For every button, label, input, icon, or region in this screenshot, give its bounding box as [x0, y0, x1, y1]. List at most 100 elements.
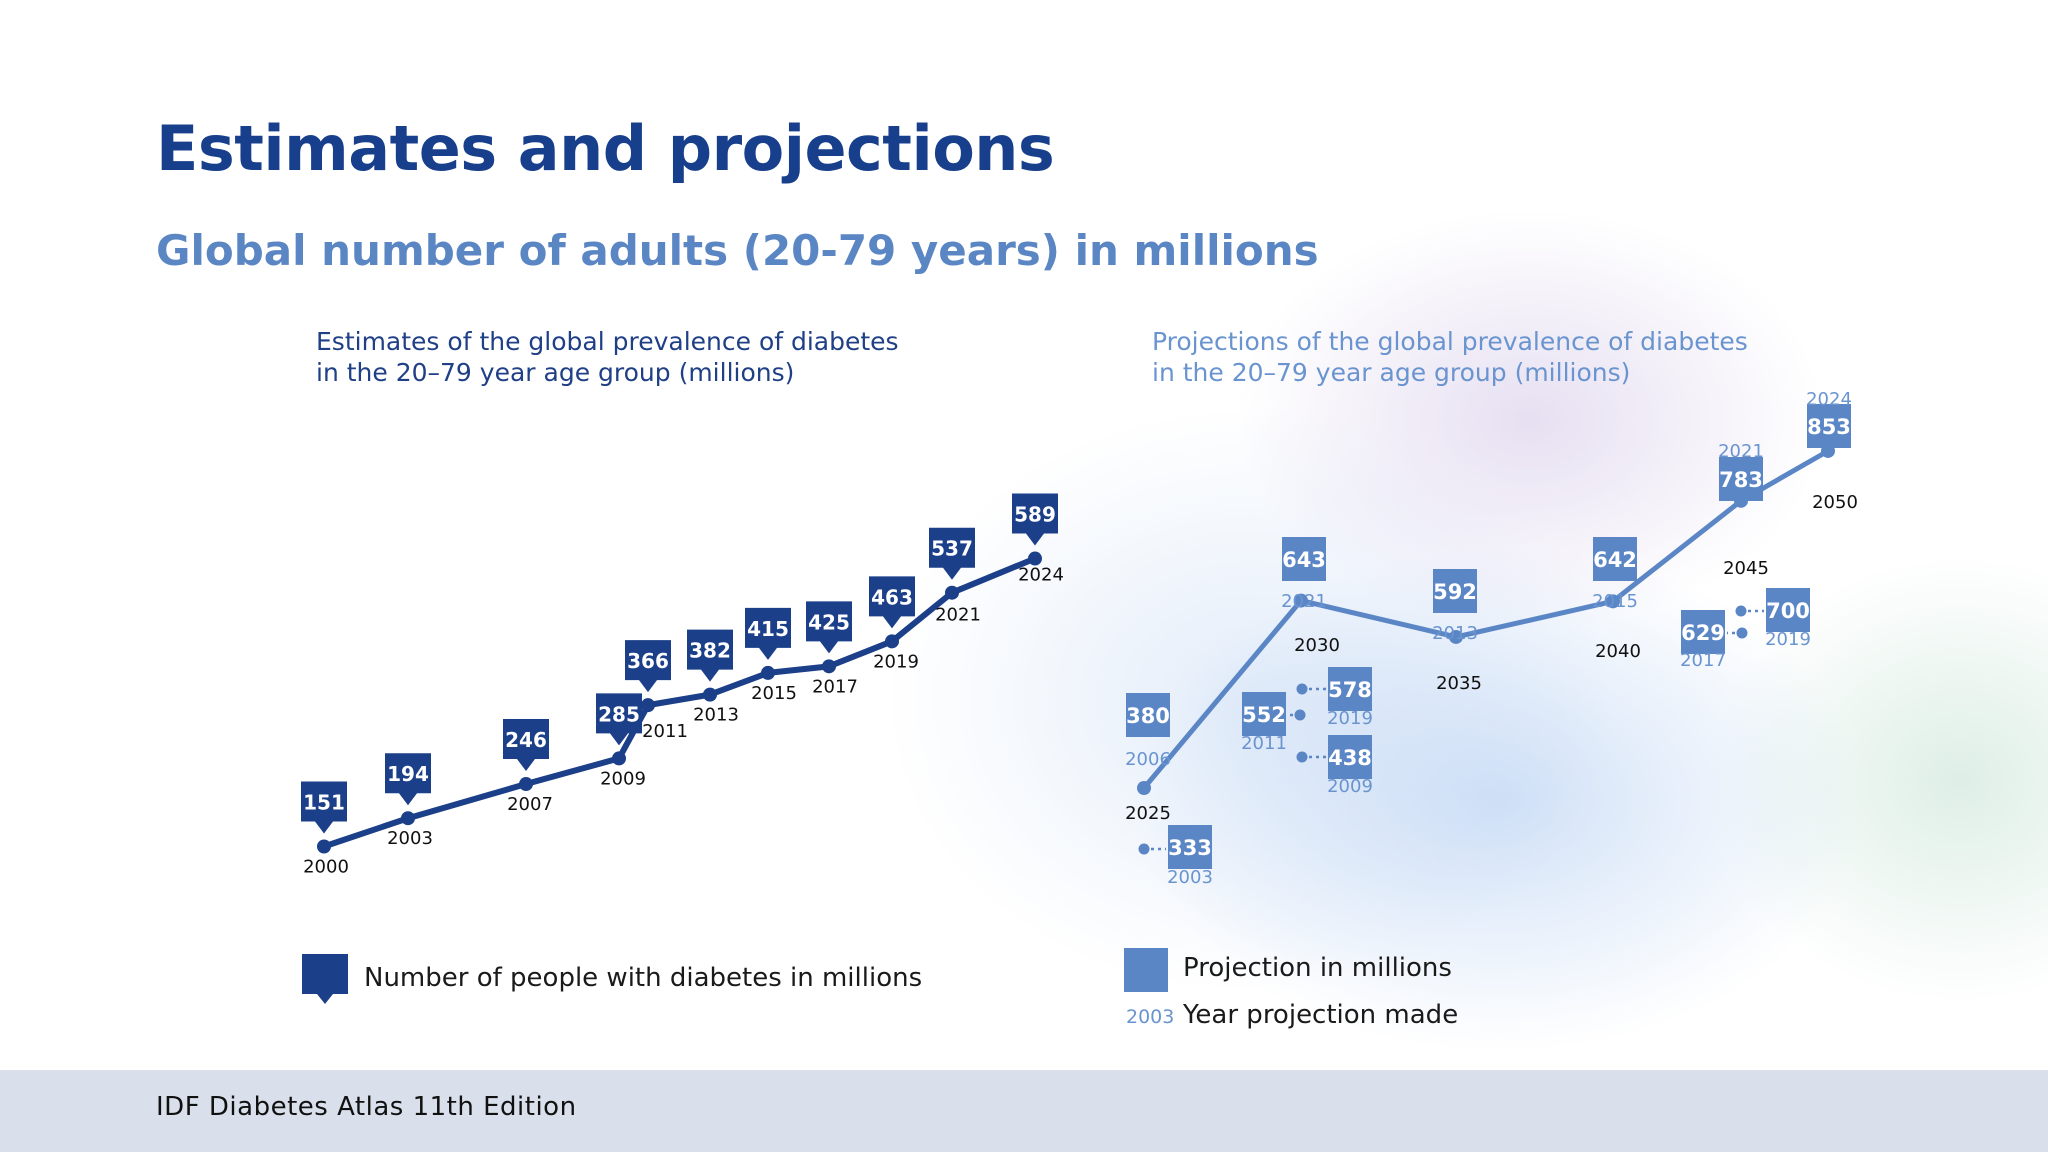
projection-target-year-2045: 2045 — [1723, 558, 1769, 579]
estimate-year-label-2015: 2015 — [751, 683, 797, 704]
estimate-value-label-2017: 425 — [808, 610, 850, 634]
estimate-marker-2003 — [385, 753, 431, 806]
page-title: Estimates and projections — [156, 112, 1055, 185]
projections-title-line-1: Projections of the global prevalence of … — [1152, 327, 1748, 356]
projection-target-year-2050: 2050 — [1812, 492, 1858, 513]
projection-point-2030 — [1294, 593, 1308, 608]
projection-value-2040: 642 — [1593, 548, 1637, 572]
estimate-value-label-2024: 589 — [1014, 503, 1056, 527]
other-projection-2045-2019-box — [1766, 588, 1810, 632]
estimate-legend-label: Number of people with diabetes in millio… — [364, 963, 923, 993]
estimate-marker-2013 — [687, 629, 733, 682]
projection-box-2030 — [1282, 537, 1326, 581]
estimates-chart-title: Estimates of the global prevalence of di… — [316, 326, 956, 388]
estimate-value-label-2019: 463 — [871, 585, 913, 609]
other-projection-2025-2003-year-made: 2003 — [1167, 867, 1213, 888]
estimate-point-2021 — [945, 585, 959, 600]
estimate-point-2007 — [519, 777, 533, 792]
projection-box-2025 — [1126, 693, 1170, 737]
projection-box-2045 — [1719, 457, 1763, 501]
estimate-value-label-2000: 151 — [303, 791, 345, 815]
estimate-point-2019 — [885, 634, 899, 649]
projection-year-made-2040: 2015 — [1592, 591, 1638, 612]
estimate-marker-2019 — [869, 576, 915, 629]
page-subtitle: Global number of adults (20-79 years) in… — [156, 226, 1319, 275]
estimate-marker-2011 — [625, 640, 671, 693]
projection-point-2025 — [1137, 781, 1151, 795]
estimate-value-label-2007: 246 — [505, 728, 547, 752]
projection-year-made-2025: 2006 — [1125, 749, 1171, 770]
other-projection-2025-2003-value: 333 — [1168, 836, 1212, 860]
other-projection-2045-2017-value: 629 — [1681, 621, 1725, 645]
other-projection-2030-2011-value: 552 — [1242, 703, 1286, 727]
estimate-point-2017 — [822, 659, 836, 674]
estimate-marker-2007 — [503, 719, 549, 772]
projection-box-2035 — [1433, 569, 1477, 613]
background-glow — [0, 0, 2048, 1070]
estimate-year-label-2009: 2009 — [600, 768, 646, 789]
projection-year-made-2035: 2013 — [1432, 623, 1478, 644]
projection-legend-swatch — [1124, 948, 1168, 992]
estimate-value-label-2013: 382 — [689, 639, 731, 663]
projection-point-2040 — [1606, 594, 1620, 609]
projection-point-2035 — [1449, 629, 1463, 644]
projection-value-2050: 853 — [1807, 415, 1851, 439]
projection-legend-label: Projection in millions — [1183, 953, 1452, 983]
projection-target-year-2025: 2025 — [1125, 803, 1171, 824]
estimate-year-label-2013: 2013 — [693, 705, 739, 726]
estimate-point-2000 — [317, 839, 331, 854]
estimate-value-label-2021: 537 — [931, 537, 973, 561]
estimate-legend-swatch — [302, 954, 348, 1004]
other-projection-2045-2019-value: 700 — [1766, 599, 1810, 623]
projection-value-2025: 380 — [1126, 704, 1170, 728]
year-legend-label: Year projection made — [1183, 1000, 1459, 1030]
projection-target-year-2035: 2035 — [1436, 673, 1482, 694]
estimate-point-2009 — [612, 751, 626, 766]
other-projection-2025-2003-box — [1168, 825, 1212, 869]
estimate-year-label-2021: 2021 — [935, 605, 981, 626]
other-projection-2045-2017-year-made: 2017 — [1680, 650, 1726, 671]
estimate-year-label-2003: 2003 — [387, 828, 433, 849]
projection-target-year-2040: 2040 — [1595, 641, 1641, 662]
estimate-point-2013 — [703, 687, 717, 702]
other-projection-2030-2009-value: 438 — [1328, 746, 1372, 770]
other-projection-2030-2019-box — [1328, 667, 1372, 711]
other-projection-2030-2009-box — [1328, 735, 1372, 779]
estimate-marker-2017 — [806, 601, 852, 654]
estimate-marker-2000 — [301, 781, 347, 834]
estimate-value-label-2003: 194 — [387, 762, 429, 786]
projections-chart-title: Projections of the global prevalence of … — [1152, 326, 1792, 388]
estimate-year-label-2024: 2024 — [1018, 565, 1064, 586]
footer-text: IDF Diabetes Atlas 11th Edition — [156, 1092, 577, 1122]
estimate-value-label-2011: 366 — [627, 649, 669, 673]
estimate-year-label-2011: 2011 — [642, 721, 688, 742]
chart-canvas: 2000151200319420072462009285201136620133… — [301, 389, 1858, 888]
other-projection-2030-2011-box — [1242, 692, 1286, 736]
other-projection-2030-2009-year-made: 2009 — [1327, 776, 1373, 797]
estimate-value-label-2015: 415 — [747, 617, 789, 641]
other-projection-2030-2019-year-made: 2019 — [1327, 708, 1373, 729]
estimate-point-2015 — [761, 665, 775, 680]
year-legend-sample: 2003 — [1126, 1006, 1175, 1028]
projection-target-year-2030: 2030 — [1294, 635, 1340, 656]
estimate-value-label-2009: 285 — [598, 702, 640, 726]
estimates-title-line-1: Estimates of the global prevalence of di… — [316, 327, 899, 356]
projection-year-made-2030: 2021 — [1281, 591, 1327, 612]
projection-value-2035: 592 — [1433, 580, 1477, 604]
estimate-year-label-2000: 2000 — [303, 857, 349, 878]
estimate-point-2011 — [641, 698, 655, 713]
estimate-year-label-2007: 2007 — [507, 794, 553, 815]
projection-year-made-2045: 2021 — [1718, 441, 1764, 462]
other-projection-2030-2011-year-made: 2011 — [1241, 733, 1287, 754]
estimate-marker-2009 — [596, 693, 642, 746]
estimates-title-line-2: in the 20–79 year age group (millions) — [316, 358, 795, 387]
estimate-year-label-2017: 2017 — [812, 676, 858, 697]
other-projection-2030-2019-value: 578 — [1328, 678, 1372, 702]
projections-title-line-2: in the 20–79 year age group (millions) — [1152, 358, 1631, 387]
estimate-marker-2015 — [745, 607, 791, 660]
estimate-year-label-2019: 2019 — [873, 651, 919, 672]
other-projection-2045-2017-box — [1681, 610, 1725, 654]
projection-box-2040 — [1593, 537, 1637, 581]
projection-value-2030: 643 — [1282, 548, 1326, 572]
estimates-series-line — [323, 555, 1037, 850]
